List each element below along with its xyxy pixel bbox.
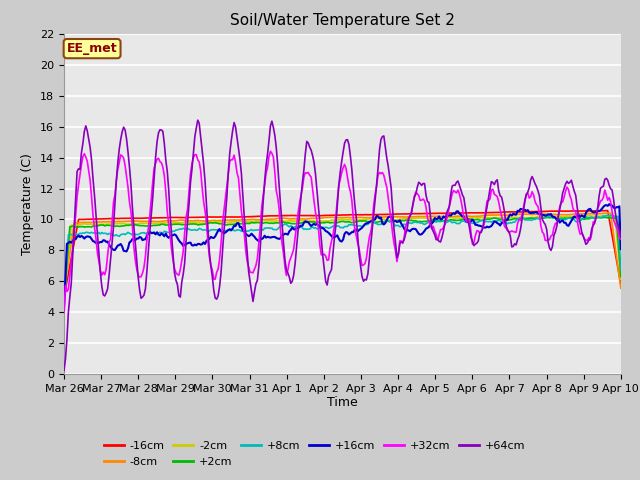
Y-axis label: Temperature (C): Temperature (C) xyxy=(22,153,35,255)
Text: EE_met: EE_met xyxy=(67,42,117,55)
X-axis label: Time: Time xyxy=(327,396,358,408)
Title: Soil/Water Temperature Set 2: Soil/Water Temperature Set 2 xyxy=(230,13,455,28)
Legend: -16cm, -8cm, -2cm, +2cm, +8cm, +16cm, +32cm, +64cm: -16cm, -8cm, -2cm, +2cm, +8cm, +16cm, +3… xyxy=(100,437,529,471)
